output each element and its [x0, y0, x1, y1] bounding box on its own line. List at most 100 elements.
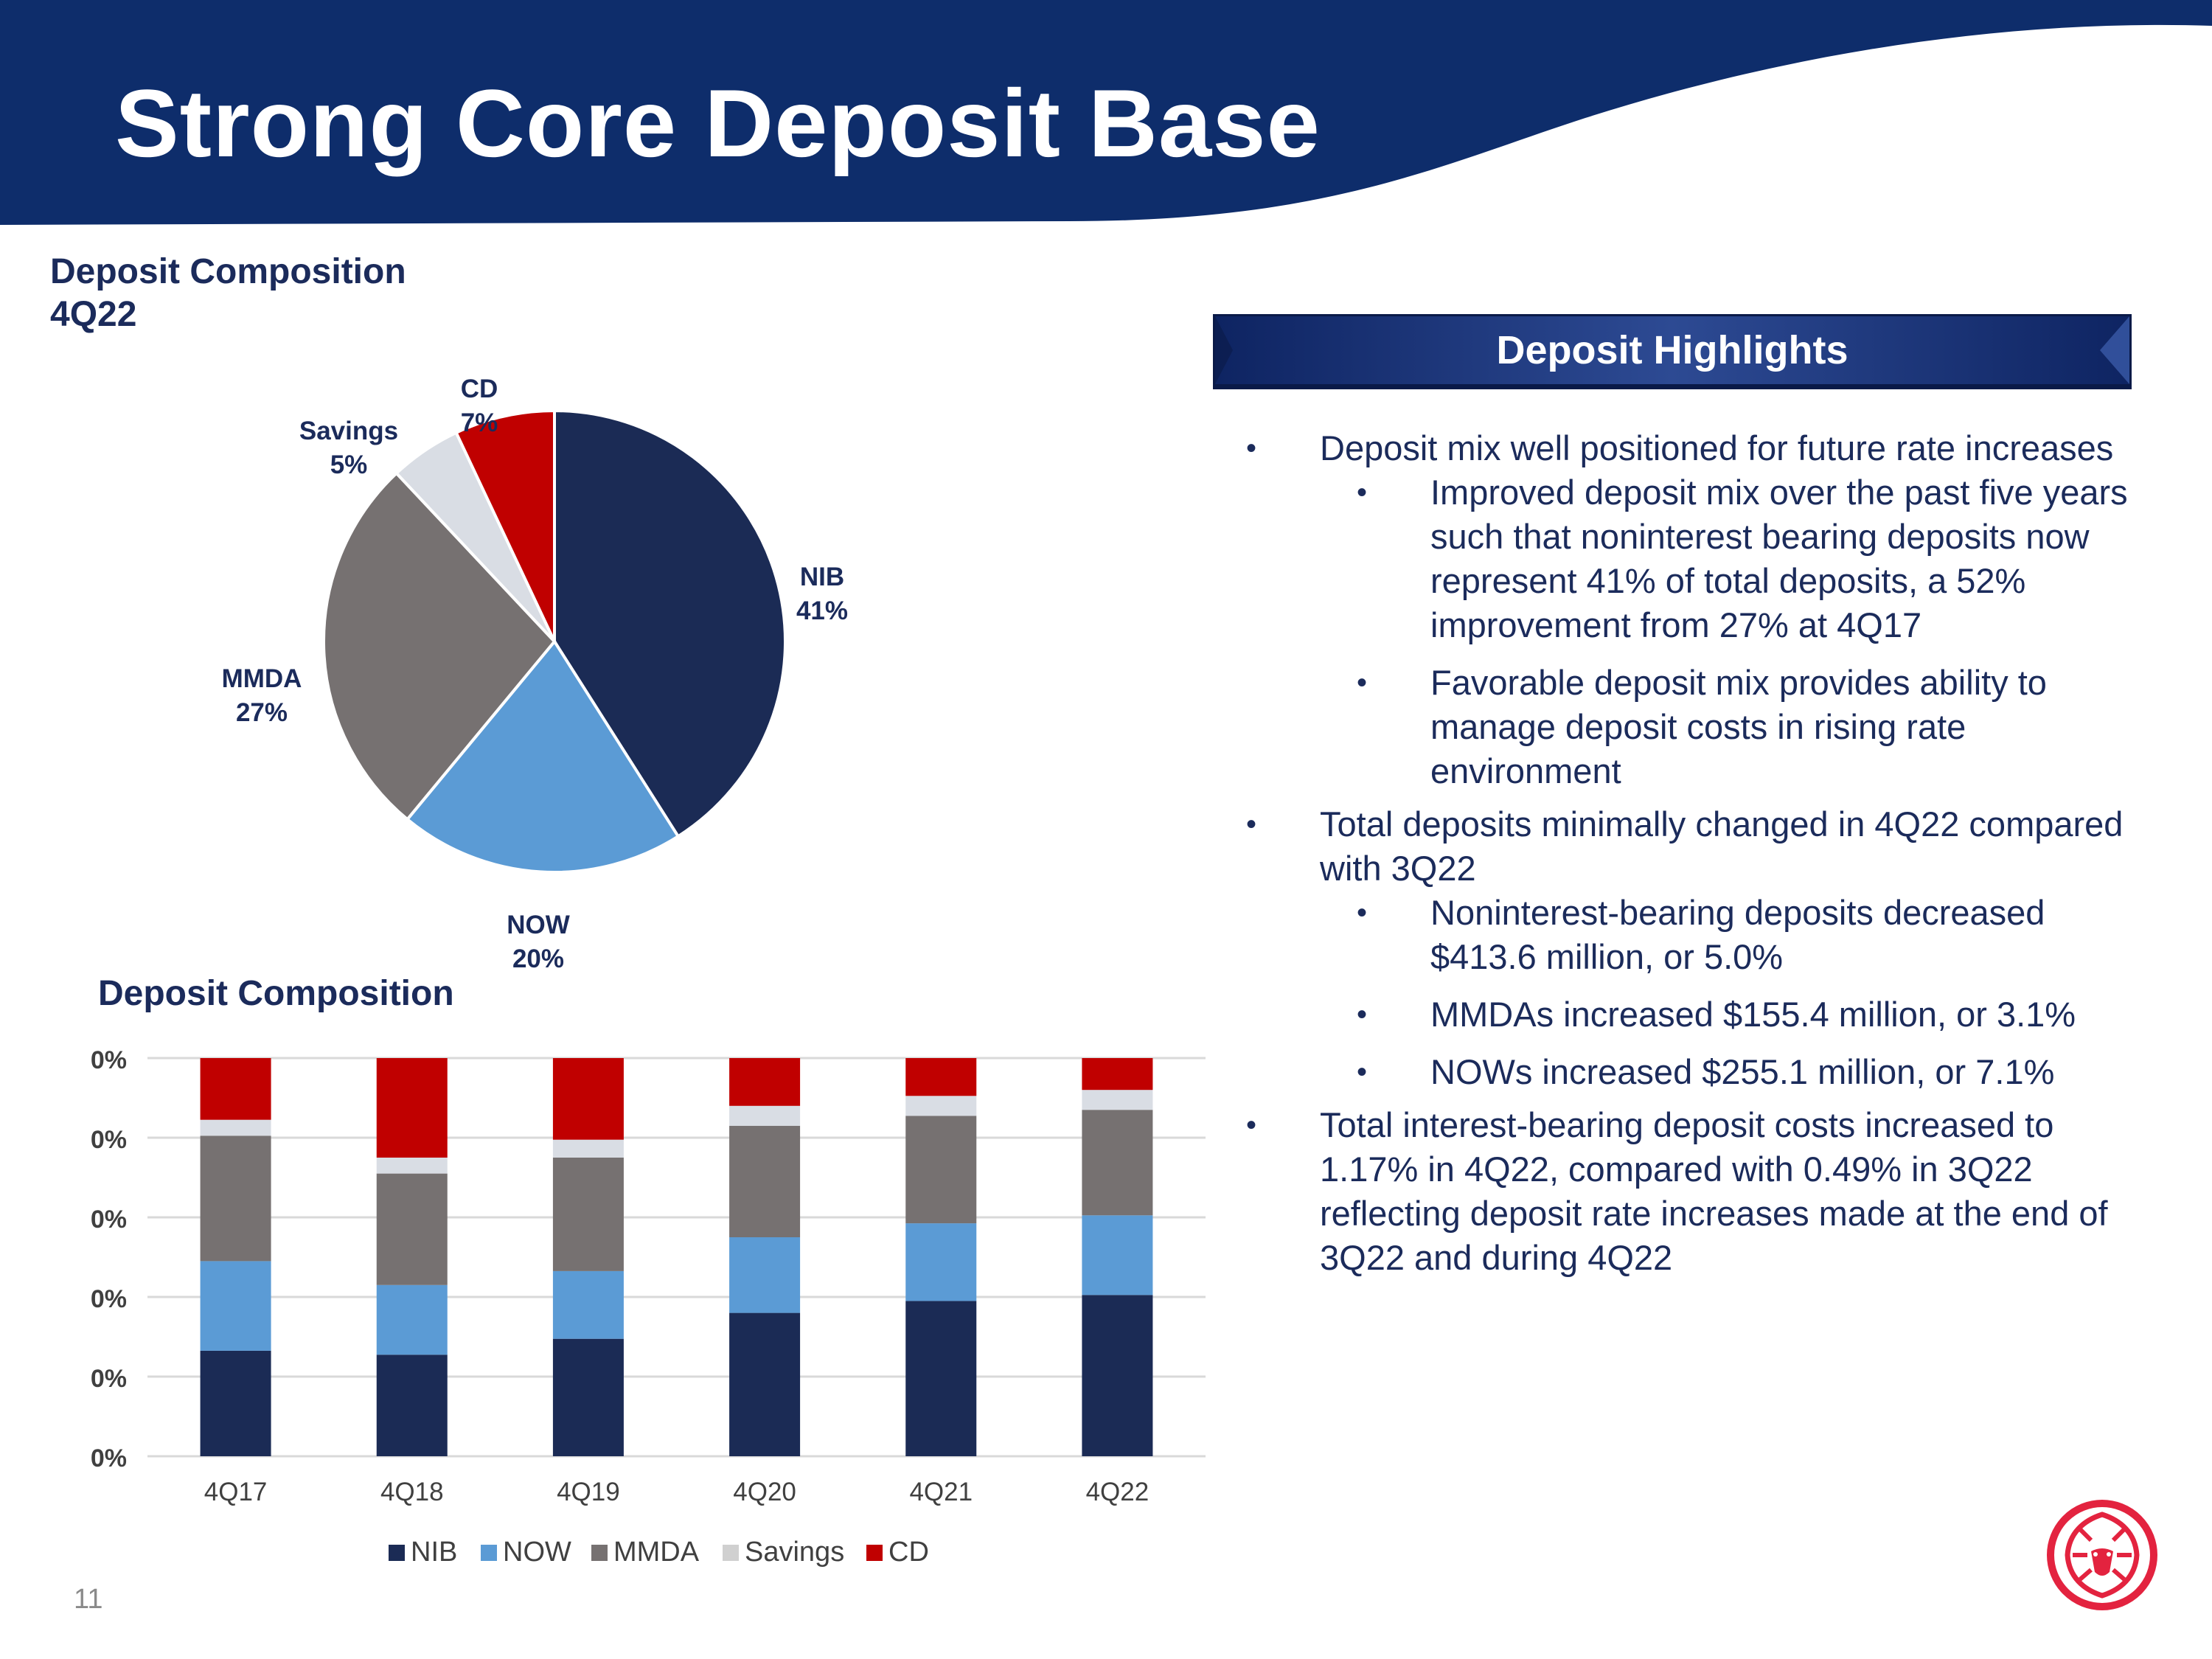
- y-tick-label: 0%: [91, 1285, 127, 1313]
- bar-segment-savings-4q17: [200, 1119, 271, 1136]
- bar-segment-cd-4q17: [200, 1058, 271, 1120]
- pie-label-name: NOW: [507, 911, 570, 939]
- pie-label-cd: CD 7%: [406, 372, 553, 440]
- bullet-dot-icon: •: [1246, 432, 1257, 465]
- sub-bullet-text: Improved deposit mix over the past five …: [1430, 473, 2128, 644]
- bar-segment-cd-4q19: [552, 1058, 624, 1140]
- bar-segment-mmda-4q20: [729, 1125, 801, 1237]
- x-tick-label-4q19: 4Q19: [557, 1478, 620, 1506]
- legend-swatch-now: [481, 1545, 497, 1561]
- pie-label-mmda: MMDA 27%: [188, 662, 335, 730]
- pie-label-name: NIB: [799, 563, 845, 591]
- bar-segment-savings-4q18: [376, 1158, 448, 1174]
- legend-swatch-savings: [723, 1545, 739, 1561]
- bar-segment-mmda-4q17: [200, 1135, 271, 1262]
- sub-bullet-dot-icon: •: [1357, 897, 1368, 929]
- bar-segment-nib-4q19: [552, 1338, 624, 1456]
- highlights-list: • Deposit mix well positioned for future …: [1246, 426, 2131, 1280]
- bar-segment-nib-4q18: [376, 1354, 448, 1456]
- highlight-bullet: • Total interest-bearing deposit costs in…: [1246, 1103, 2131, 1280]
- bullet-text: Total deposits minimally changed in 4Q22…: [1320, 804, 2124, 888]
- bar-segment-nib-4q17: [200, 1350, 271, 1456]
- highlight-sub-bullet: • MMDAs increased $155.4 million, or 3.1%: [1246, 992, 2131, 1037]
- pie-label-name: Savings: [299, 417, 399, 445]
- sub-bullet-dot-icon: •: [1357, 476, 1368, 509]
- highlights-banner: Deposit Highlights: [1213, 314, 2132, 386]
- header-band: [0, 0, 2212, 225]
- bar-segment-cd-4q22: [1082, 1058, 1153, 1091]
- bar-segment-savings-4q22: [1082, 1090, 1153, 1110]
- legend-swatch-nib: [389, 1545, 405, 1561]
- legend-label-now: NOW: [503, 1537, 571, 1568]
- banner-left-bevel: [1215, 316, 1233, 384]
- highlight-sub-bullet: • Favorable deposit mix provides ability …: [1246, 661, 2131, 793]
- pie-label-nib: NIB 41%: [748, 560, 896, 628]
- bar-segment-mmda-4q21: [905, 1116, 977, 1224]
- highlights-title: Deposit Highlights: [1496, 328, 1848, 372]
- bar-segment-savings-4q21: [905, 1096, 977, 1116]
- bar-chart-title: Deposit Composition: [98, 974, 454, 1013]
- slide-title: Strong Core Deposit Base: [115, 69, 1321, 177]
- legend-swatch-cd: [866, 1545, 883, 1561]
- pie-chart-title: Deposit Composition 4Q22: [50, 251, 406, 336]
- bar-segment-now-4q20: [729, 1237, 801, 1313]
- legend-label-savings: Savings: [745, 1537, 844, 1568]
- bar-segment-now-4q19: [552, 1270, 624, 1339]
- highlight-bullet: • Deposit mix well positioned for future …: [1246, 426, 2131, 470]
- highlight-sub-bullet: • NOWs increased $255.1 million, or 7.1%: [1246, 1050, 2131, 1094]
- bar-segment-cd-4q18: [376, 1058, 448, 1158]
- y-tick-label: 0%: [91, 1046, 127, 1074]
- pie-title-line-2: 4Q22: [50, 295, 137, 334]
- pie-slice-now: [405, 639, 681, 874]
- pie-label-name: CD: [460, 375, 498, 403]
- x-tick-label-4q22: 4Q22: [1086, 1478, 1150, 1506]
- pie-label-value: 5%: [330, 451, 368, 479]
- bullet-dot-icon: •: [1246, 808, 1257, 841]
- pie-label-value: 41%: [796, 597, 849, 625]
- banner-right-bevel: [2100, 316, 2129, 384]
- x-tick-label-4q21: 4Q21: [909, 1478, 973, 1506]
- pie-title-line-1: Deposit Composition: [50, 252, 406, 291]
- sub-bullet-text: MMDAs increased $155.4 million, or 3.1%: [1430, 995, 2076, 1034]
- bar-segment-mmda-4q18: [376, 1173, 448, 1285]
- pie-label-value: 27%: [235, 698, 288, 727]
- bar-segment-cd-4q20: [729, 1058, 801, 1106]
- sub-bullet-text: Favorable deposit mix provides ability t…: [1430, 663, 2047, 790]
- x-tick-label-4q20: 4Q20: [733, 1478, 796, 1506]
- pie-label-value: 7%: [460, 408, 498, 437]
- bar-segment-now-4q18: [376, 1284, 448, 1355]
- highlight-sub-bullet: • Noninterest-bearing deposits decreased …: [1246, 891, 2131, 979]
- bullet-text: Deposit mix well positioned for future r…: [1320, 428, 2114, 467]
- pie-slice-mmda: [322, 471, 557, 821]
- bar-segment-mmda-4q22: [1082, 1110, 1153, 1216]
- legend-swatch-mmda: [591, 1545, 608, 1561]
- sub-bullet-text: Noninterest-bearing deposits decreased $…: [1430, 893, 2045, 976]
- pie-label-savings: Savings 5%: [275, 414, 422, 482]
- bar-segment-cd-4q21: [905, 1058, 977, 1096]
- bar-segment-nib-4q22: [1082, 1295, 1153, 1456]
- sub-bullet-text: NOWs increased $255.1 million, or 7.1%: [1430, 1052, 2055, 1091]
- bar-segment-nib-4q20: [729, 1312, 801, 1456]
- pie-label-value: 20%: [512, 945, 565, 973]
- bar-segment-mmda-4q19: [552, 1158, 624, 1271]
- bullet-text: Total interest-bearing deposit costs inc…: [1320, 1105, 2108, 1277]
- pie-label-name: MMDA: [221, 664, 302, 693]
- pie-label-now: NOW 20%: [465, 908, 612, 976]
- legend-label-cd: CD: [888, 1537, 929, 1568]
- x-tick-label-4q17: 4Q17: [204, 1478, 268, 1506]
- y-tick-label: 0%: [91, 1206, 127, 1234]
- sub-bullet-dot-icon: •: [1357, 667, 1368, 699]
- x-tick-label-4q18: 4Q18: [380, 1478, 444, 1506]
- y-tick-label: 0%: [91, 1444, 127, 1472]
- pie-slice-cd: [454, 408, 556, 642]
- sub-bullet-dot-icon: •: [1357, 998, 1368, 1031]
- highlight-bullet: • Total deposits minimally changed in 4Q2…: [1246, 802, 2131, 891]
- banner-bevel: [1215, 316, 2129, 384]
- legend-label-mmda: MMDA: [613, 1537, 700, 1568]
- page-number: 11: [74, 1584, 103, 1615]
- bar-segment-savings-4q19: [552, 1139, 624, 1158]
- legend-label-nib: NIB: [411, 1537, 457, 1568]
- y-tick-label: 0%: [91, 1365, 127, 1393]
- bar-segment-now-4q17: [200, 1261, 271, 1351]
